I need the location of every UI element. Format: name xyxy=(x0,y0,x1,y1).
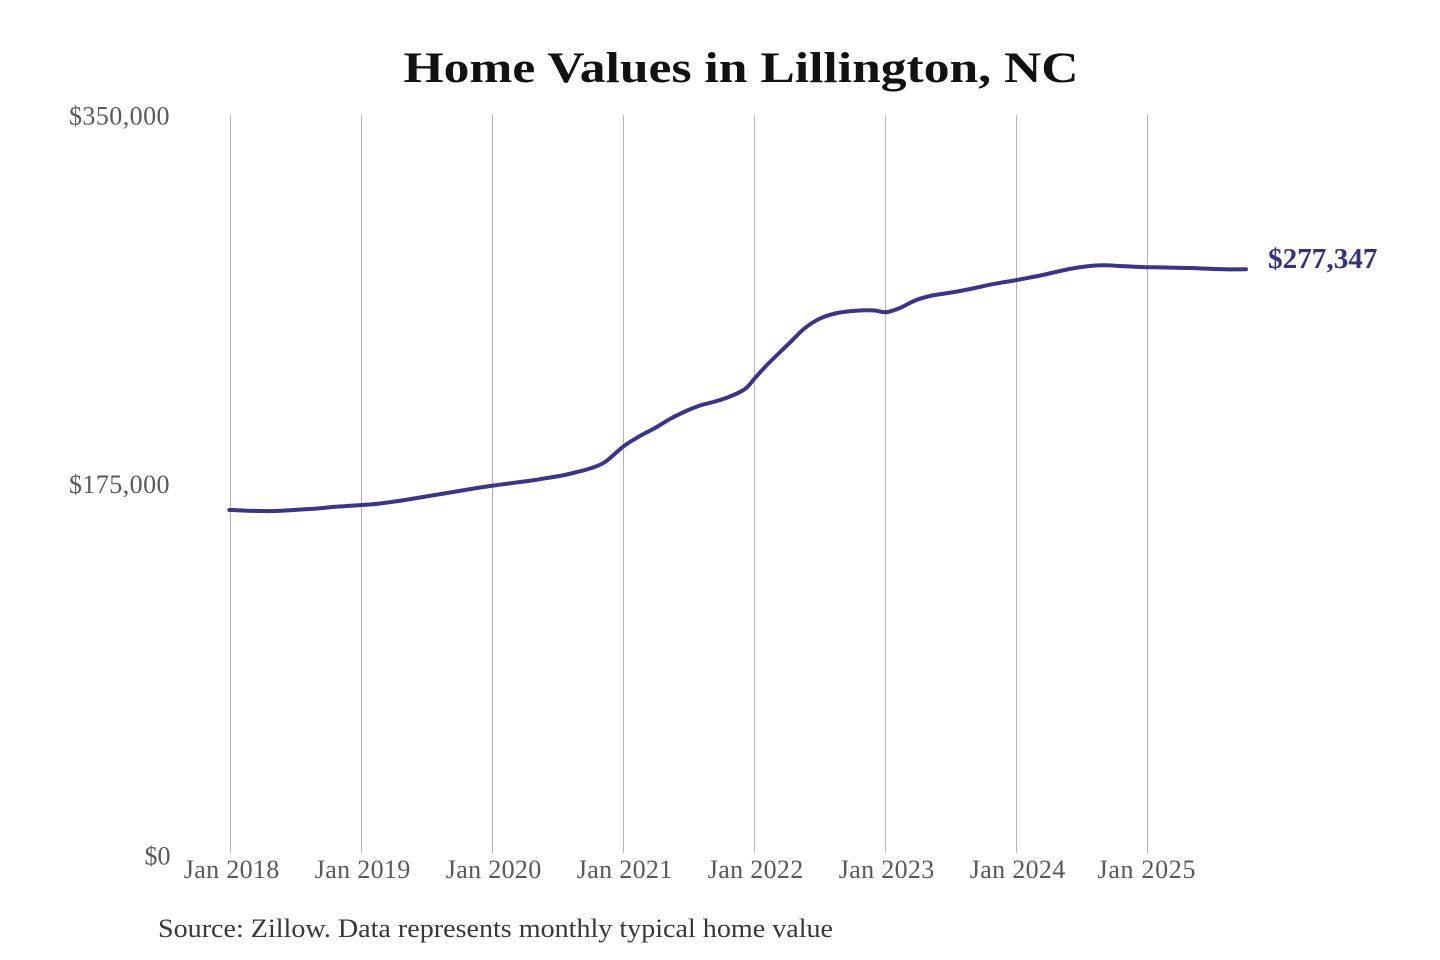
svg-text:Home Values in Lillington, NC: Home Values in Lillington, NC xyxy=(404,45,1079,92)
svg-text:Jan 2018: Jan 2018 xyxy=(184,855,280,884)
svg-text:$277,347: $277,347 xyxy=(1268,243,1378,275)
svg-text:$350,000: $350,000 xyxy=(69,102,170,131)
svg-text:Jan 2019: Jan 2019 xyxy=(315,855,411,884)
svg-text:$0: $0 xyxy=(145,842,171,871)
svg-text:Jan 2022: Jan 2022 xyxy=(708,855,804,884)
svg-text:$175,000: $175,000 xyxy=(69,470,170,499)
svg-text:Jan 2021: Jan 2021 xyxy=(577,855,673,884)
svg-text:Jan 2020: Jan 2020 xyxy=(446,855,542,884)
svg-text:Source: Zillow. Data represent: Source: Zillow. Data represents monthly … xyxy=(158,914,833,943)
svg-text:Jan 2024: Jan 2024 xyxy=(970,855,1066,884)
svg-text:Jan 2025: Jan 2025 xyxy=(1098,855,1196,884)
svg-text:Jan 2023: Jan 2023 xyxy=(839,855,935,884)
